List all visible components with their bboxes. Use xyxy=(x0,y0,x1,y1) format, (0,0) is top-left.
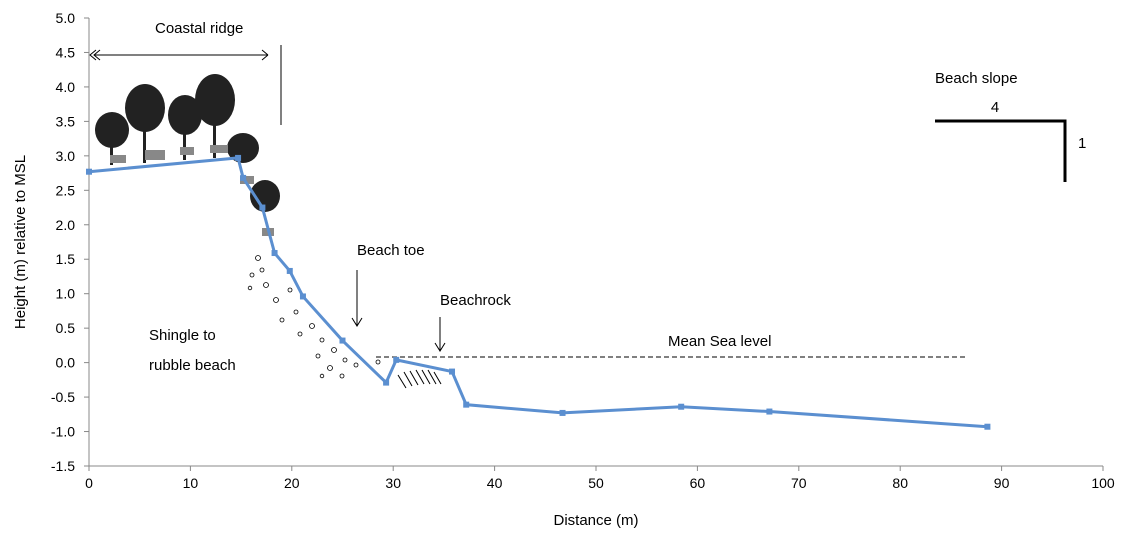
x-tick-label: 20 xyxy=(284,475,300,491)
annotation: 1 xyxy=(1078,135,1086,152)
y-tick-label: 1.0 xyxy=(56,286,76,302)
annotation: Shingle to xyxy=(149,327,216,344)
x-tick-label: 30 xyxy=(385,475,401,491)
y-tick-label: 0.5 xyxy=(56,320,76,336)
data-point xyxy=(766,408,773,415)
data-point xyxy=(383,379,390,386)
annotation: Beachrock xyxy=(440,292,511,309)
x-tick-label: 10 xyxy=(183,475,199,491)
annotation: 4 xyxy=(991,99,999,116)
y-axis-label: Height (m) relative to MSL xyxy=(12,155,29,329)
y-tick-label: -1.5 xyxy=(51,458,75,474)
decorations xyxy=(89,45,1067,389)
y-tick-label: 4.0 xyxy=(56,79,76,95)
x-tick-label: 60 xyxy=(690,475,706,491)
data-point xyxy=(235,154,242,161)
y-tick-label: 0.0 xyxy=(56,355,76,371)
y-tick-label: -1.0 xyxy=(51,424,75,440)
x-tick-label: 0 xyxy=(85,475,93,491)
y-tick-label: 2.0 xyxy=(56,217,76,233)
x-tick-label: 100 xyxy=(1091,475,1115,491)
data-point xyxy=(449,368,456,375)
data-point xyxy=(299,293,306,300)
data-line xyxy=(88,156,988,429)
data-point xyxy=(559,409,566,416)
data-point xyxy=(678,403,685,410)
x-tick-label: 40 xyxy=(487,475,503,491)
data-point xyxy=(240,174,247,181)
data-point xyxy=(259,204,266,211)
y-tick-label: 5.0 xyxy=(56,10,76,26)
x-tick-label: 80 xyxy=(892,475,908,491)
annotation: Mean Sea level xyxy=(668,333,771,350)
x-tick-label: 90 xyxy=(994,475,1010,491)
y-tick-label: 3.5 xyxy=(56,113,76,129)
y-tick-label: -0.5 xyxy=(51,389,75,405)
data-point xyxy=(463,401,470,408)
data-point xyxy=(286,267,293,274)
y-tick-label: 2.5 xyxy=(56,182,76,198)
x-axis-label: Distance (m) xyxy=(553,512,638,529)
y-tick-label: 4.5 xyxy=(56,44,76,60)
data-point xyxy=(393,356,400,363)
y-tick-label: 3.0 xyxy=(56,148,76,164)
annotation: rubble beach xyxy=(149,357,236,374)
y-tick-label: 1.5 xyxy=(56,251,76,267)
annotation: Beach slope xyxy=(935,70,1018,87)
data-point xyxy=(984,423,991,430)
data-point xyxy=(271,250,278,257)
data-point xyxy=(86,168,92,175)
x-tick-label: 50 xyxy=(588,475,604,491)
data-point xyxy=(339,337,346,344)
annotation: Beach toe xyxy=(357,242,425,259)
annotation: Coastal ridge xyxy=(155,20,243,37)
x-tick-label: 70 xyxy=(791,475,807,491)
